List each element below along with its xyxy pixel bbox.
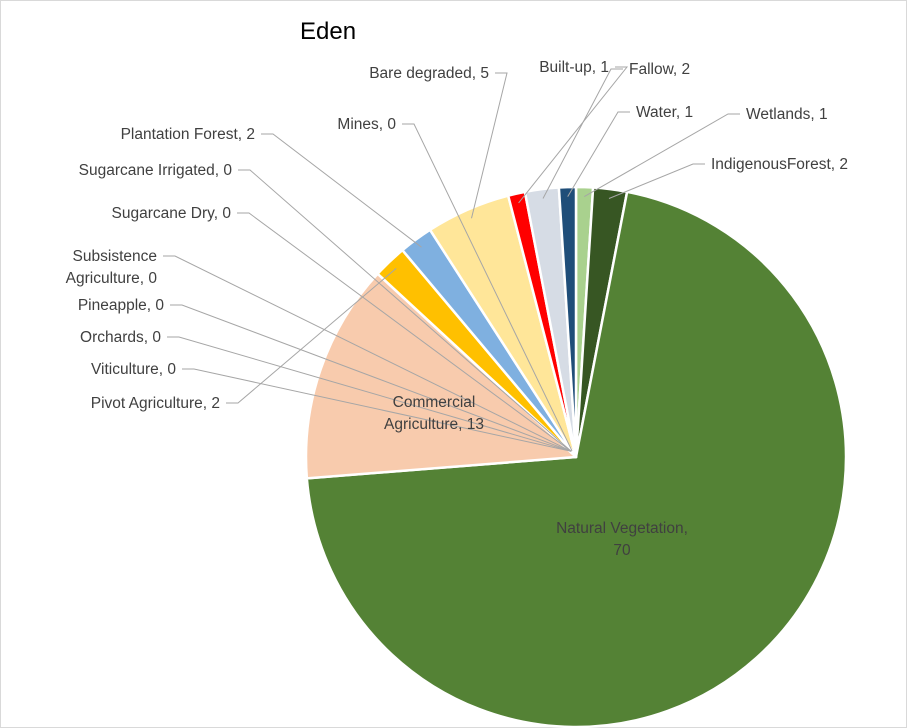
data-labels: Wetlands, 1 IndigenousForest, 2 Natural Ve… [66, 59, 848, 559]
data-label-pivot-agriculture: Pivot Agriculture, 2 [91, 395, 220, 412]
data-label-plantation-forest: Plantation Forest, 2 [121, 126, 255, 143]
data-label-sugarcane-dry: Sugarcane Dry, 0 [112, 205, 232, 222]
data-label-built-up: Built-up, 1 [539, 59, 609, 76]
data-label-viticulture: Viticulture, 0 [91, 361, 176, 378]
data-label-subsistence-agriculture: Subsistence Agriculture, 0 [66, 248, 158, 287]
leader-line-orchards [167, 336, 572, 452]
data-label-indigenousforest: IndigenousForest, 2 [711, 156, 848, 173]
leader-line-fallow [542, 68, 623, 199]
data-label-bare-degraded: Bare degraded, 5 [369, 65, 489, 82]
leader-line-built-up [518, 66, 629, 204]
data-label-fallow: Fallow, 2 [629, 61, 690, 78]
data-label-pineapple: Pineapple, 0 [78, 297, 165, 314]
leader-line-mines [402, 123, 573, 452]
data-label-wetlands: Wetlands, 1 [746, 106, 828, 123]
slice-water [557, 185, 578, 459]
leader-line-plantation-forest [261, 133, 422, 248]
data-label-sugarcane-irrigated: Sugarcane Irrigated, 0 [79, 162, 233, 179]
leader-line-sugarcane-irrigated [238, 169, 572, 452]
leader-line-subsistence-agriculture [163, 255, 572, 452]
leader-lines [163, 66, 740, 452]
slice-natural-vegetation [305, 190, 848, 728]
leader-line-water [567, 111, 630, 197]
chart-title: Eden [300, 18, 356, 45]
leader-line-viticulture [182, 368, 572, 452]
leader-line-indigenousforest [608, 163, 705, 199]
pie-slices [304, 185, 848, 728]
leader-line-wetlands [584, 113, 740, 198]
data-label-orchards: Orchards, 0 [80, 329, 161, 346]
data-label-natural-vegetation: Natural Vegetation, 70 [556, 520, 688, 559]
leader-line-pivot-agriculture [226, 268, 397, 404]
data-label-commercial-agriculture: Commercial Agriculture, 13 [384, 394, 484, 433]
leader-line-bare-degraded [471, 72, 508, 219]
data-label-mines: Mines, 0 [337, 116, 396, 133]
leader-line-sugarcane-dry [237, 212, 572, 452]
leader-line-pineapple [170, 304, 572, 452]
data-label-water: Water, 1 [636, 104, 693, 121]
